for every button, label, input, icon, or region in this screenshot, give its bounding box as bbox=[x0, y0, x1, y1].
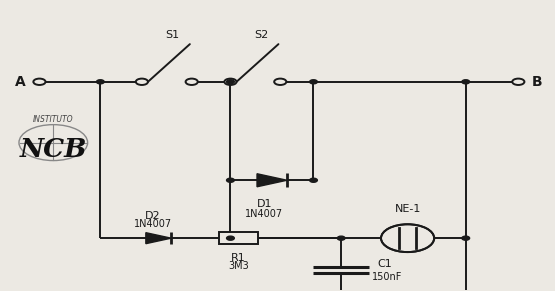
Text: S2: S2 bbox=[254, 30, 268, 40]
Text: 3M3: 3M3 bbox=[228, 261, 249, 271]
Text: B: B bbox=[532, 75, 543, 89]
Text: D2: D2 bbox=[145, 211, 161, 221]
Text: 1N4007: 1N4007 bbox=[245, 209, 284, 219]
Polygon shape bbox=[257, 174, 287, 187]
Circle shape bbox=[226, 178, 234, 182]
Circle shape bbox=[136, 79, 148, 85]
Circle shape bbox=[185, 79, 198, 85]
Circle shape bbox=[462, 236, 470, 240]
Circle shape bbox=[512, 79, 524, 85]
Text: NCB: NCB bbox=[19, 137, 87, 162]
Circle shape bbox=[337, 236, 345, 240]
Text: S1: S1 bbox=[165, 30, 179, 40]
Circle shape bbox=[226, 80, 234, 84]
Text: 1N4007: 1N4007 bbox=[134, 219, 172, 230]
Circle shape bbox=[33, 79, 46, 85]
Circle shape bbox=[310, 80, 317, 84]
Text: R1: R1 bbox=[231, 253, 246, 263]
Text: C1: C1 bbox=[377, 259, 392, 269]
Text: D1: D1 bbox=[257, 199, 273, 209]
Circle shape bbox=[97, 80, 104, 84]
Text: NE-1: NE-1 bbox=[395, 204, 421, 214]
Text: INSTITUTO: INSTITUTO bbox=[33, 115, 74, 124]
Circle shape bbox=[310, 178, 317, 182]
Circle shape bbox=[226, 236, 234, 240]
Text: A: A bbox=[15, 75, 26, 89]
Circle shape bbox=[224, 79, 236, 85]
Polygon shape bbox=[146, 233, 171, 244]
FancyBboxPatch shape bbox=[219, 233, 258, 244]
Text: 150nF: 150nF bbox=[372, 272, 402, 282]
Circle shape bbox=[382, 225, 433, 252]
Circle shape bbox=[274, 79, 286, 85]
Circle shape bbox=[462, 80, 470, 84]
